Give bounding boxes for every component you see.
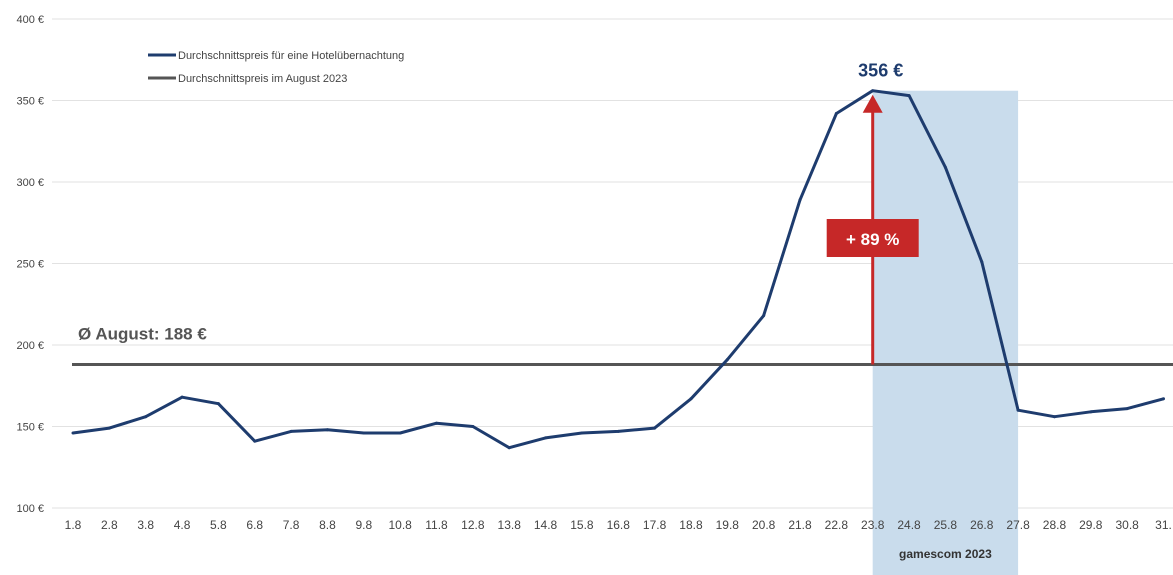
x-tick-label: 28.8: [1043, 518, 1067, 532]
x-tick-label: 29.8: [1079, 518, 1103, 532]
data-point: [180, 395, 184, 399]
x-tick-label: 12.8: [461, 518, 485, 532]
legend-label-august-average: Durchschnittspreis im August 2023: [178, 73, 347, 85]
increase-label: + 89 %: [846, 230, 899, 249]
y-tick-label: 400 €: [16, 14, 44, 26]
data-point: [1016, 408, 1020, 412]
event-label: gamescom 2023: [899, 547, 992, 561]
data-point: [616, 429, 620, 433]
x-tick-label: 8.8: [319, 518, 336, 532]
x-tick-label: 9.8: [355, 518, 372, 532]
y-tick-label: 350 €: [16, 96, 44, 108]
x-tick-label: 19.8: [716, 518, 740, 532]
data-point: [653, 426, 657, 430]
data-point: [798, 198, 802, 202]
increase-arrow-head: [862, 94, 883, 113]
x-tick-label: 2.8: [101, 518, 118, 532]
increase-badge: [826, 219, 919, 257]
data-point: [1052, 415, 1056, 419]
data-point: [253, 439, 257, 443]
x-tick-label: 6.8: [246, 518, 263, 532]
legend: Durchschnittspreis für eine Hotelübernac…: [148, 50, 404, 85]
data-point: [689, 397, 693, 401]
x-tick-label: 15.8: [570, 518, 594, 532]
data-point: [471, 425, 475, 428]
data-point: [507, 446, 511, 450]
gamescom-highlight-band: [872, 90, 1019, 575]
data-point: [871, 89, 875, 93]
x-tick-label: 13.8: [498, 518, 522, 532]
data-point: [398, 431, 402, 435]
y-tick-label: 300 €: [16, 177, 44, 189]
x-tick-label: 21.8: [788, 518, 812, 532]
x-tick-label: 27.8: [1006, 518, 1030, 532]
y-tick-label: 200 €: [16, 340, 44, 352]
data-point: [980, 260, 984, 264]
data-point: [762, 314, 766, 318]
average-label: Ø August: 188 €: [78, 325, 207, 344]
x-tick-label: 3.8: [137, 518, 154, 532]
data-point: [907, 94, 911, 98]
data-point: [725, 358, 729, 362]
x-tick-label: 30.8: [1115, 518, 1139, 532]
data-point: [834, 112, 838, 116]
x-tick-label: 26.8: [970, 518, 994, 532]
x-tick-label: 7.8: [283, 518, 300, 532]
y-tick-label: 100 €: [16, 503, 44, 515]
data-point: [1089, 410, 1093, 414]
peak-value-label: 356 €: [858, 61, 903, 81]
data-point: [362, 431, 366, 435]
x-axis-ticks: 1.8 2.8 3.8 4.8 5.8 6.8 7.8 8.8 9.8 10.8 11.8 12.8 1…: [65, 518, 1172, 532]
x-tick-label: 5.8: [210, 518, 227, 532]
x-tick-label: 25.8: [934, 518, 958, 532]
x-tick-label: 1.8: [65, 518, 82, 532]
data-point: [289, 429, 293, 433]
x-tick-label: 22.8: [825, 518, 849, 532]
y-tick-label: 250 €: [16, 259, 44, 271]
data-point: [71, 431, 75, 435]
data-point: [107, 426, 111, 430]
legend-label-hotel-price: Durchschnittspreis für eine Hotelübernac…: [178, 50, 404, 62]
data-point: [216, 402, 220, 406]
data-point: [544, 436, 548, 440]
x-tick-label: 14.8: [534, 518, 558, 532]
data-point: [325, 428, 329, 432]
x-tick-label: 10.8: [388, 518, 412, 532]
x-tick-label: 31.: [1155, 518, 1172, 532]
x-tick-label: 23.8: [861, 518, 885, 532]
x-tick-label: 17.8: [643, 518, 667, 532]
x-tick-label: 20.8: [752, 518, 776, 532]
data-point: [144, 415, 148, 419]
y-tick-label: 150 €: [16, 422, 44, 434]
series-points: [71, 89, 1165, 450]
data-point: [580, 431, 584, 435]
x-tick-label: 11.8: [425, 518, 448, 532]
data-point: [435, 421, 438, 425]
x-tick-label: 4.8: [174, 518, 191, 532]
x-tick-label: 18.8: [679, 518, 703, 532]
data-point: [1125, 407, 1129, 411]
x-tick-label: 24.8: [897, 518, 921, 532]
x-tick-label: 16.8: [607, 518, 631, 532]
data-point: [943, 165, 947, 169]
y-axis-ticks: 100 € 150 € 200 € 250 € 300 € 350 € 400 €: [16, 14, 44, 515]
data-point: [1162, 397, 1165, 401]
